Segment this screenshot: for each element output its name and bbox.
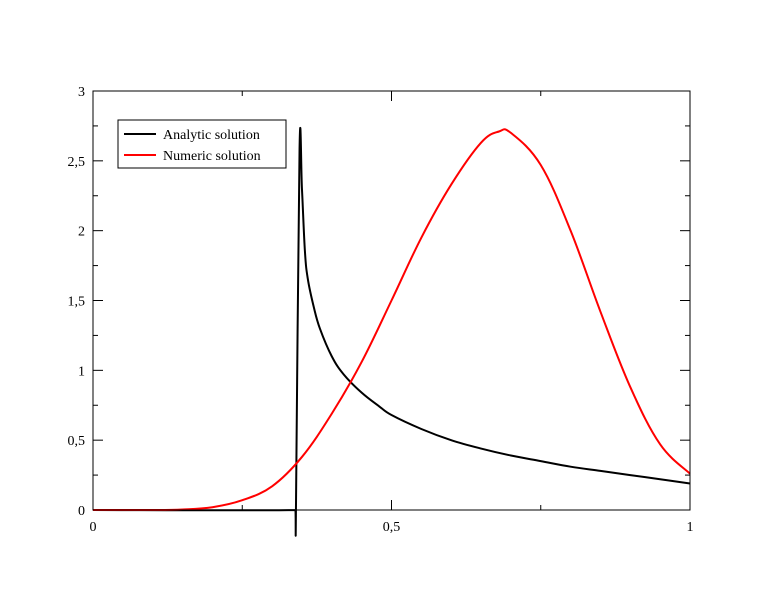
analytic-solution-line [92,127,691,537]
y-tick-label: 1 [78,364,85,379]
x-tick-label: 1 [687,520,694,535]
x-tick-label: 0 [90,520,97,535]
legend-label-analytic: Analytic solution [163,128,260,143]
legend-box [117,119,287,169]
plot-lines [92,127,691,537]
legend: Analytic solution Numeric solution [117,119,287,169]
y-tick-label: 1,5 [68,295,86,310]
y-tick-label: 0,5 [68,434,86,449]
y-tick-label: 2,5 [68,155,86,170]
numeric-solution-line [92,128,691,512]
plot-frame [92,90,691,511]
y-tick-label: 2 [78,225,85,240]
y-tick-label: 3 [78,85,85,100]
x-tick-label: 0,5 [383,520,401,535]
legend-label-numeric: Numeric solution [163,149,261,164]
y-tick-label: 0 [78,504,85,519]
